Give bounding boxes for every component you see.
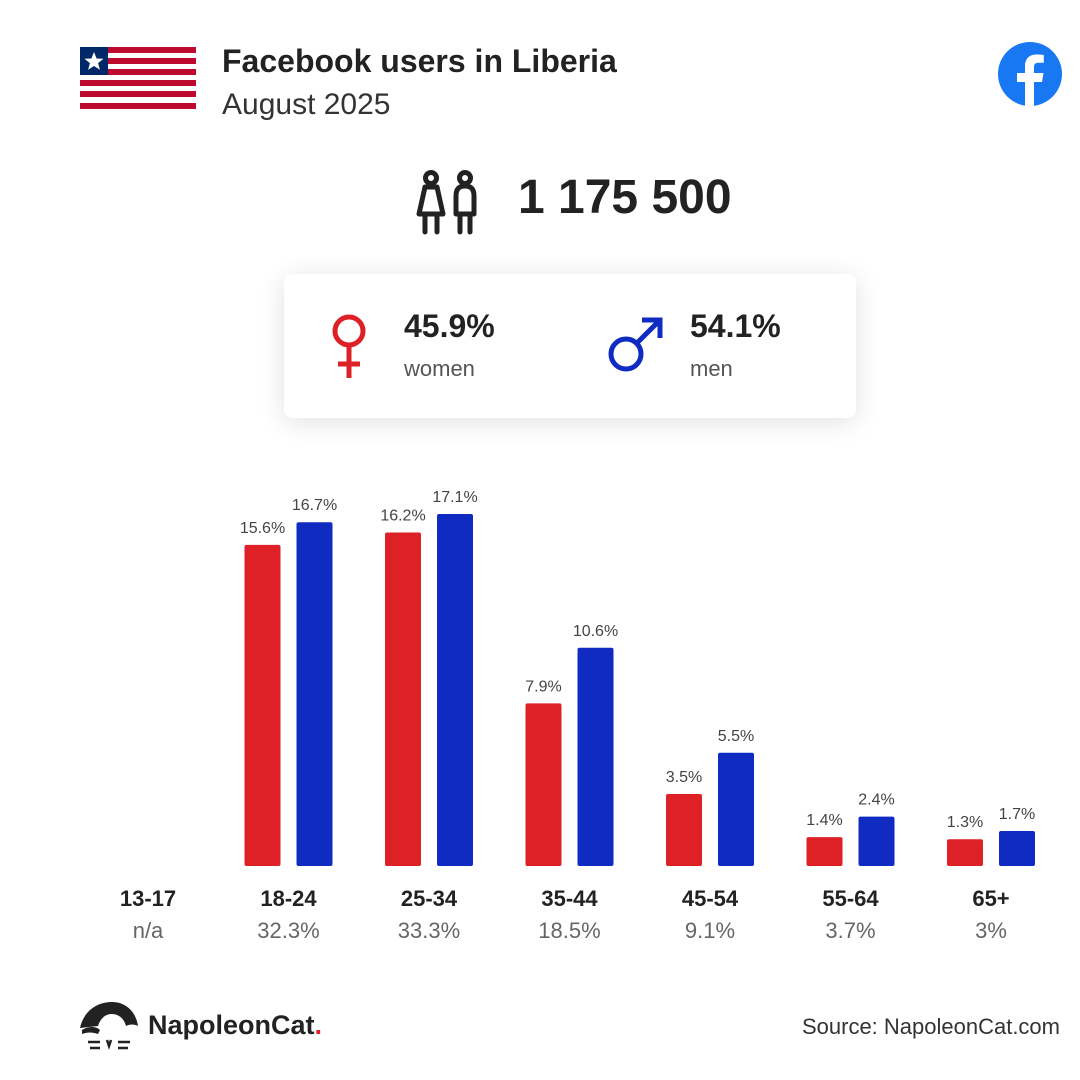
liberia-flag-icon bbox=[80, 47, 196, 109]
category-total: 3% bbox=[975, 918, 1007, 943]
facebook-icon bbox=[998, 42, 1062, 106]
category-total: 9.1% bbox=[685, 918, 735, 943]
men-bar bbox=[718, 752, 754, 866]
category-total: 32.3% bbox=[257, 918, 319, 943]
women-bar-label: 3.5% bbox=[666, 769, 702, 786]
women-bar-label: 15.6% bbox=[240, 520, 285, 537]
gender-split-card: 45.9% women 54.1% men bbox=[284, 274, 856, 418]
category-label: 45-54 bbox=[682, 886, 739, 911]
women-bar bbox=[244, 544, 281, 866]
category-label: 35-44 bbox=[541, 886, 598, 911]
category-total: n/a bbox=[133, 918, 164, 943]
women-bar-label: 16.2% bbox=[380, 508, 425, 525]
women-bar bbox=[806, 837, 843, 866]
women-bar bbox=[525, 703, 562, 866]
men-bar bbox=[296, 522, 333, 866]
people-icon bbox=[416, 170, 477, 235]
female-symbol-icon bbox=[332, 314, 366, 378]
women-bar-label: 1.3% bbox=[947, 814, 983, 831]
category-total: 33.3% bbox=[398, 918, 460, 943]
page-title: Facebook users in Liberia bbox=[222, 43, 617, 79]
men-bar bbox=[858, 816, 895, 866]
men-bar-label: 2.4% bbox=[858, 792, 894, 809]
total-users: 1 175 500 bbox=[518, 171, 732, 224]
women-bar bbox=[666, 793, 702, 866]
men-bar bbox=[999, 831, 1035, 866]
women-bar-label: 7.9% bbox=[525, 678, 561, 695]
category-label: 13-17 bbox=[120, 886, 176, 911]
men-bar-label: 10.6% bbox=[573, 623, 618, 640]
men-bar-label: 5.5% bbox=[718, 728, 754, 745]
men-label: men bbox=[690, 356, 733, 381]
men-percentage: 54.1% bbox=[690, 308, 781, 344]
male-symbol-icon bbox=[608, 317, 663, 372]
category-label: 55-64 bbox=[822, 886, 879, 911]
category-label: 18-24 bbox=[260, 886, 317, 911]
page-subtitle: August 2025 bbox=[222, 88, 391, 121]
men-bar-label: 16.7% bbox=[292, 497, 337, 514]
men-bar-label: 17.1% bbox=[432, 489, 477, 506]
source-text: Source: NapoleonCat.com bbox=[801, 1014, 1060, 1039]
men-bar bbox=[437, 514, 473, 866]
men-bar bbox=[577, 647, 614, 866]
napoleoncat-logo-icon bbox=[80, 1002, 138, 1050]
brand-text: NapoleonCat bbox=[148, 1010, 315, 1040]
brand-name: NapoleonCat. bbox=[148, 1010, 322, 1041]
women-label: women bbox=[404, 356, 475, 381]
women-bar bbox=[385, 532, 421, 866]
category-label: 65+ bbox=[972, 886, 1009, 911]
category-label: 25-34 bbox=[401, 886, 458, 911]
brand-dot: . bbox=[314, 1010, 323, 1040]
category-total: 3.7% bbox=[825, 918, 875, 943]
women-bar-label: 1.4% bbox=[806, 812, 842, 829]
women-percentage: 45.9% bbox=[404, 308, 495, 344]
category-total: 18.5% bbox=[538, 918, 600, 943]
women-bar bbox=[947, 839, 983, 866]
men-bar-label: 1.7% bbox=[999, 806, 1035, 823]
